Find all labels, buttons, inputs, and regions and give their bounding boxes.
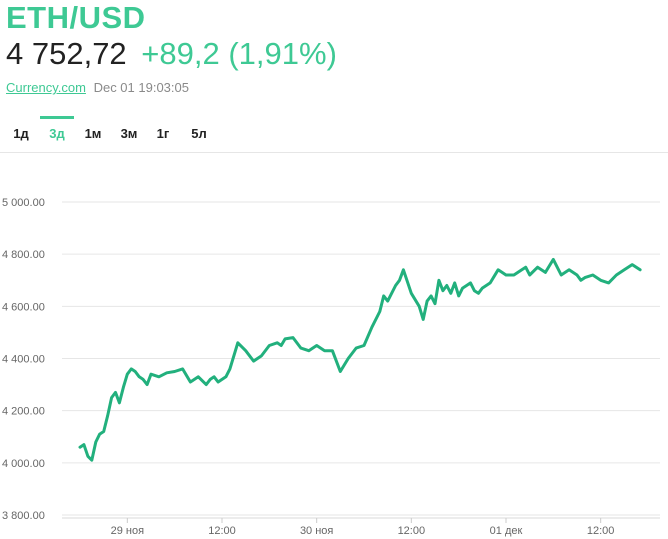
x-tick-label: 12:00 — [587, 525, 615, 537]
page-title: ETH/USD — [6, 0, 146, 35]
tab-1d[interactable]: 1д — [13, 126, 29, 141]
current-price: 4 752,72 — [6, 36, 127, 71]
y-tick-label: 4 000.00 — [2, 458, 45, 470]
timestamp: Dec 01 19:03:05 — [93, 80, 189, 95]
x-tick-label: 29 ноя — [111, 525, 144, 537]
x-axis: 29 ноя 12:00 30 ноя 12:00 01 дек 12:00 — [62, 517, 660, 537]
tab-1y[interactable]: 1г — [156, 126, 170, 141]
price-row: 4 752,72 +89,2 (1,91%) — [6, 36, 337, 72]
y-tick-label: 3 800.00 — [2, 510, 45, 522]
y-tick-label: 4 400.00 — [2, 354, 45, 366]
y-axis: 5 000.00 4 800.00 4 600.00 4 400.00 4 200.00… — [2, 197, 45, 522]
y-tick-label: 5 000.00 — [2, 197, 45, 209]
tab-1m[interactable]: 1м — [84, 126, 102, 141]
timeframe-tabs: 1д 3д 1м 3м 1г 5л — [0, 116, 668, 153]
tab-5y[interactable]: 5л — [191, 126, 207, 141]
x-tick-label: 12:00 — [208, 525, 236, 537]
source-link[interactable]: Currency.com — [6, 80, 86, 95]
x-tick-label: 12:00 — [398, 525, 426, 537]
x-tick-label: 01 дек — [490, 525, 523, 537]
y-tick-label: 4 600.00 — [2, 301, 45, 313]
source-row: Currency.com Dec 01 19:03:05 — [6, 80, 189, 95]
price-chart[interactable]: 5 000.00 4 800.00 4 600.00 4 400.00 4 200.00… — [0, 160, 668, 539]
y-tick-label: 4 800.00 — [2, 249, 45, 261]
tab-3d[interactable]: 3д — [40, 116, 74, 152]
tab-3m[interactable]: 3м — [120, 126, 138, 141]
x-tick-label: 30 ноя — [300, 525, 333, 537]
series-line — [78, 257, 642, 462]
y-tick-label: 4 200.00 — [2, 406, 45, 418]
chart-grid — [62, 201, 660, 516]
price-change: +89,2 (1,91%) — [141, 36, 337, 71]
